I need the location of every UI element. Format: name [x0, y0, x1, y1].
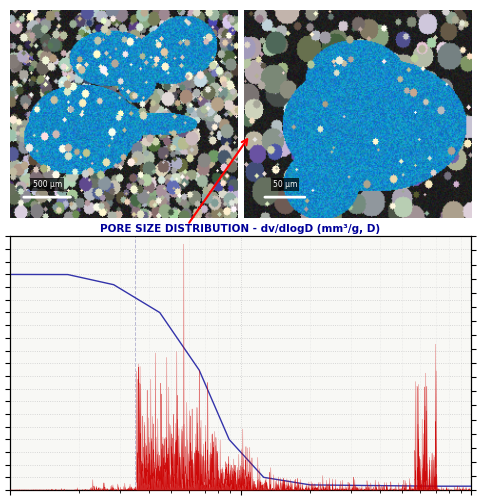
Text: 500 μm: 500 μm [33, 180, 61, 189]
Title: PORE SIZE DISTRIBUTION - dv/dlogD (mm³/g, D): PORE SIZE DISTRIBUTION - dv/dlogD (mm³/g… [100, 224, 380, 234]
Text: 50 μm: 50 μm [272, 180, 297, 189]
